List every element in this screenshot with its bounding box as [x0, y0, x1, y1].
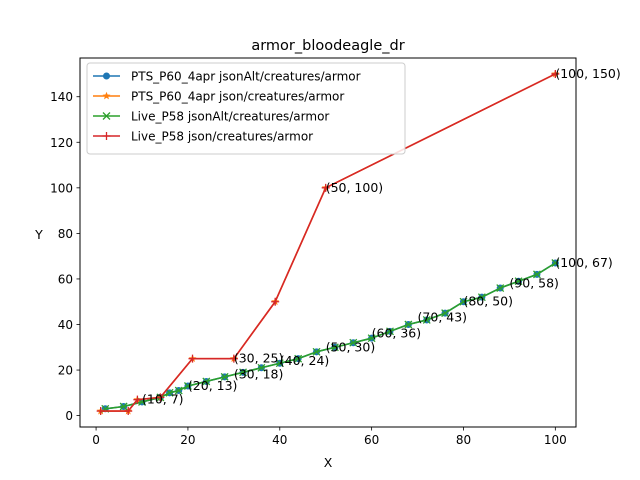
data-point [514, 277, 523, 286]
legend-marker [102, 112, 111, 120]
data-label: (50, 30) [326, 339, 376, 354]
data-point [188, 354, 197, 363]
data-point [533, 270, 541, 279]
series-3 [101, 259, 560, 413]
data-point [202, 377, 211, 386]
data-point [156, 393, 165, 402]
data-label: (100, 150) [555, 66, 620, 81]
x-tick-label: 40 [272, 433, 287, 447]
legend: PTS_P60_4apr jsonAlt/creatures/armor PTS_… [86, 62, 406, 155]
data-point [496, 284, 505, 293]
data-label: (30, 18) [234, 367, 284, 382]
data-point [294, 354, 303, 363]
legend-label: Live_P58 jsonAlt/creatures/armor [131, 110, 329, 124]
data-label: (70, 43) [418, 310, 468, 325]
data-point [422, 315, 431, 324]
plot-area: (10, 7)(20, 13)(30, 18)(30, 25)(40, 24)(… [96, 66, 621, 416]
y-tick-label: 100 [50, 181, 73, 195]
data-point [551, 259, 560, 267]
x-tick-label: 20 [180, 433, 195, 447]
legend-box [86, 62, 406, 155]
data-point [330, 343, 339, 352]
y-tick-label: 0 [65, 409, 73, 423]
x-tick-label: 80 [456, 433, 471, 447]
y-tick-label: 40 [58, 318, 73, 332]
data-label: (100, 67) [555, 255, 612, 270]
x-tick-label: 60 [364, 433, 379, 447]
legend-item: Live_P58 json/creatures/armor [93, 130, 313, 144]
y-axis: 0 20 40 60 80 100 120 140 [50, 90, 80, 423]
legend-item: Live_P58 jsonAlt/creatures/armor [93, 110, 329, 124]
data-point [404, 320, 413, 329]
data-label: (80, 50) [463, 294, 513, 309]
data-point [165, 388, 174, 397]
data-point [183, 382, 192, 390]
data-point [229, 354, 238, 363]
data-point [275, 359, 284, 368]
data-point [441, 309, 450, 318]
legend-marker [102, 91, 111, 100]
legend-label: PTS_P60_4apr jsonAlt/creatures/armor [131, 70, 361, 84]
y-tick-label: 80 [58, 227, 73, 241]
data-label: (60, 36) [372, 326, 422, 341]
y-tick-label: 140 [50, 90, 73, 104]
x-axis-label: X [324, 455, 333, 470]
data-point [174, 386, 183, 395]
data-point [477, 293, 486, 302]
data-point [349, 338, 358, 347]
legend-item: PTS_P60_4apr jsonAlt/creatures/armor [93, 70, 361, 84]
legend-marker [103, 72, 110, 80]
data-point [312, 347, 321, 356]
data-label: (30, 25) [234, 351, 284, 366]
legend-item: PTS_P60_4apr json/creatures/armor [93, 90, 344, 104]
data-point [367, 334, 376, 343]
x-axis: 0 20 40 60 80 100 [92, 427, 567, 447]
chart-title: armor_bloodeagle_dr [251, 38, 404, 54]
data-point [239, 368, 247, 377]
data-label: (20, 13) [188, 378, 238, 393]
data-point [321, 183, 330, 192]
data-label: (50, 100) [326, 180, 383, 195]
y-tick-label: 20 [58, 364, 73, 378]
x-tick-label: 0 [92, 433, 100, 447]
data-point [119, 402, 128, 411]
legend-label: PTS_P60_4apr json/creatures/armor [131, 90, 344, 104]
legend-label: Live_P58 json/creatures/armor [131, 130, 313, 144]
data-point [257, 363, 266, 372]
data-point [271, 297, 280, 306]
data-label: (10, 7) [142, 392, 184, 407]
data-label: (40, 24) [280, 353, 330, 368]
data-label: (90, 58) [509, 276, 559, 291]
y-tick-label: 120 [50, 136, 73, 150]
legend-marker [102, 132, 111, 140]
x-tick-label: 100 [544, 433, 567, 447]
data-point [551, 69, 560, 78]
y-axis-label: Y [34, 227, 43, 242]
axes-frame [79, 57, 577, 428]
data-point [386, 327, 394, 336]
data-point [124, 407, 133, 416]
data-point [459, 297, 468, 306]
data-point [220, 372, 229, 381]
data-point [96, 407, 105, 416]
series-4 [96, 69, 560, 416]
y-tick-label: 60 [58, 272, 73, 286]
data-point [133, 395, 142, 404]
